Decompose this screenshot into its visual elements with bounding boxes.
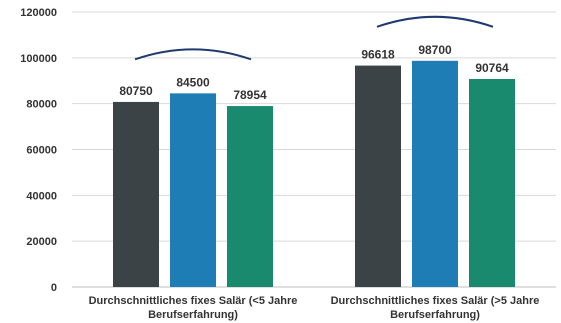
bars [113, 60, 515, 288]
category-label: Durchschnittliches fixes Salär (>5 Jahre [331, 295, 540, 307]
bar [227, 106, 273, 287]
y-tick-label: 100000 [20, 53, 57, 65]
data-labels: 80750 84500 78954 96618 98700 90764 [119, 43, 509, 102]
bar [355, 65, 401, 288]
category-label: Berufserfahrung) [390, 309, 480, 321]
y-tick-label: 80000 [26, 99, 57, 111]
category-label: Berufserfahrung) [148, 309, 238, 321]
y-tick-label: 40000 [26, 190, 57, 202]
arc-annotations [134, 15, 494, 61]
y-tick-label: 120000 [20, 7, 57, 19]
arc-annotation [376, 15, 494, 28]
x-axis-category-labels: Durchschnittliches fixes Salär (<5 Jahre… [89, 295, 540, 321]
y-axis-tick-labels: 0 20000 40000 60000 80000 100000 120000 [20, 7, 57, 294]
y-tick-label: 0 [51, 282, 57, 294]
data-label: 98700 [418, 43, 452, 57]
data-label: 96618 [361, 48, 395, 62]
data-label: 80750 [119, 84, 153, 98]
category-label: Durchschnittliches fixes Salär (<5 Jahre [89, 295, 298, 307]
data-label: 84500 [176, 75, 210, 89]
y-tick-label: 60000 [26, 145, 57, 157]
bar [412, 60, 458, 287]
data-label: 78954 [233, 88, 267, 102]
bar [170, 93, 216, 288]
arc-annotation [134, 48, 252, 61]
bar [469, 78, 515, 287]
bar [113, 101, 159, 288]
data-label: 90764 [475, 61, 509, 75]
y-tick-label: 20000 [26, 236, 57, 248]
